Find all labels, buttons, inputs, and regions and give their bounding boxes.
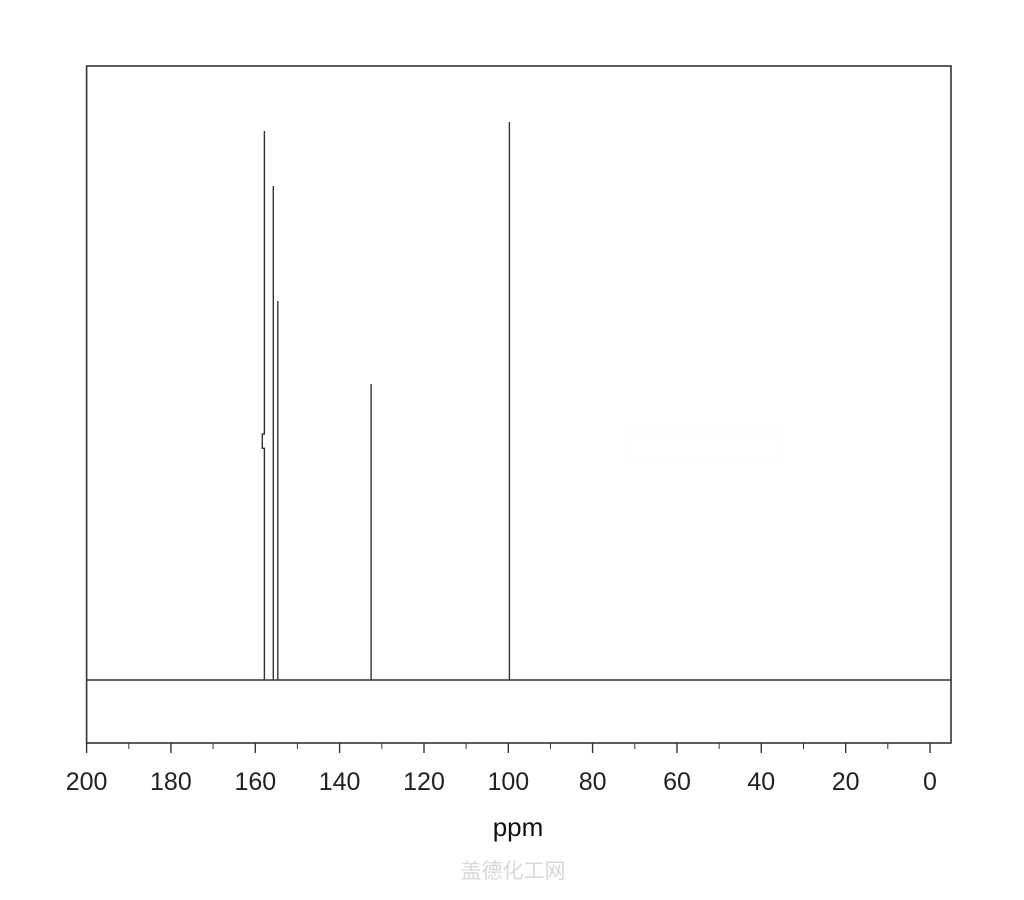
svg-text:200: 200 <box>66 768 108 796</box>
svg-text:120: 120 <box>403 768 445 796</box>
svg-text:160: 160 <box>234 768 276 796</box>
svg-text:100: 100 <box>487 768 529 796</box>
svg-text:ppm: ppm <box>493 812 544 842</box>
svg-text:180: 180 <box>150 768 192 796</box>
svg-text:140: 140 <box>319 768 361 796</box>
svg-text:40: 40 <box>747 768 775 796</box>
svg-text:盖德化工网: 盖德化工网 <box>461 860 566 883</box>
svg-text:0: 0 <box>923 768 937 796</box>
svg-text:20: 20 <box>832 768 860 796</box>
svg-text:60: 60 <box>663 768 691 796</box>
svg-text:80: 80 <box>579 768 607 796</box>
